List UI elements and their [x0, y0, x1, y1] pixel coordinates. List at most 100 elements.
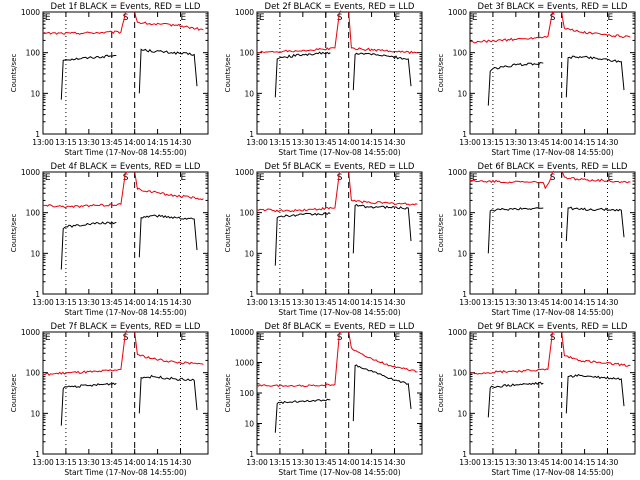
panel-det-1: Det 1f BLACK = Events, RED = LLD 1 10 100 10…	[10, 2, 209, 157]
y-tick-label: 1000	[448, 8, 467, 17]
y-tick-label: 100	[453, 49, 468, 58]
x-tick-label: 14:00	[338, 458, 360, 467]
x-tick-label: 14:00	[124, 298, 146, 307]
x-tick-label: 13:15	[482, 458, 504, 467]
x-tick-label: 14:30	[170, 458, 192, 467]
panel-det-2: Det 2f BLACK = Events, RED = LLD 1 10 100 10…	[224, 2, 423, 157]
x-tick-label: 13:00	[246, 138, 268, 147]
x-tick-label: 14:30	[170, 298, 192, 307]
x-tick-label: 13:15	[269, 458, 291, 467]
x-tick-label: 13:30	[505, 138, 527, 147]
events-series	[60, 54, 117, 100]
y-tick-label: 100	[453, 209, 468, 218]
x-tick-label: 14:30	[597, 298, 619, 307]
lld-series	[42, 171, 128, 209]
x-tick-label: 14:30	[384, 138, 406, 147]
y-tick-label: 1	[462, 290, 467, 299]
marker-e: E	[45, 333, 51, 343]
x-tick-label: 13:30	[505, 458, 527, 467]
x-axis-label: Start Time (17-Nov-08 14:55:00)	[64, 308, 186, 317]
y-tick-label: 10	[30, 89, 40, 98]
x-tick-label: 13:45	[528, 458, 550, 467]
x-tick-label: 14:00	[551, 138, 573, 147]
marker-s: S	[337, 333, 343, 343]
y-axis-label: Counts/sec	[10, 214, 18, 253]
x-tick-label: 14:15	[574, 138, 596, 147]
x-tick-label: 13:30	[292, 298, 314, 307]
y-tick-label: 10	[457, 89, 467, 98]
lld-series	[42, 11, 128, 35]
x-tick-label: 14:00	[124, 138, 146, 147]
x-tick-label: 13:00	[32, 298, 54, 307]
panel-title: Det 9f BLACK = Events, RED = LLD	[478, 322, 628, 332]
lld-series	[134, 171, 204, 201]
marker-e: E	[608, 173, 614, 183]
events-series	[352, 364, 412, 422]
y-tick-label: 100	[453, 369, 468, 378]
x-axis-label: Start Time (17-Nov-08 14:55:00)	[278, 148, 400, 157]
events-series	[274, 51, 331, 98]
marker-s: S	[550, 173, 556, 183]
y-tick-label: 1	[249, 450, 254, 459]
marker-s: S	[337, 173, 343, 183]
y-axis-label: Counts/sec	[437, 54, 445, 93]
x-tick-label: 13:45	[528, 138, 550, 147]
x-tick-label: 14:00	[124, 458, 146, 467]
x-tick-label: 14:15	[361, 138, 383, 147]
x-tick-label: 13:15	[269, 298, 291, 307]
lld-series	[256, 10, 342, 54]
marker-s: S	[123, 333, 129, 343]
events-series	[274, 398, 331, 433]
y-tick-label: 100	[240, 389, 255, 398]
y-tick-label: 1000	[235, 359, 254, 368]
lld-series	[469, 170, 555, 190]
events-series	[60, 382, 117, 426]
y-tick-label: 10	[244, 89, 254, 98]
plot-frame	[42, 171, 209, 295]
panel-det-6: Det 6f BLACK = Events, RED = LLD 1 10 100 10…	[437, 162, 636, 317]
marker-e: E	[608, 333, 614, 343]
y-tick-label: 1	[35, 290, 40, 299]
x-tick-label: 13:45	[528, 298, 550, 307]
plot-frame	[256, 331, 423, 455]
lld-series	[348, 11, 418, 55]
marker-e: E	[608, 13, 614, 23]
x-tick-label: 13:00	[246, 458, 268, 467]
panel-title: Det 4f BLACK = Events, RED = LLD	[51, 162, 201, 172]
y-tick-label: 100	[26, 369, 41, 378]
y-tick-label: 10	[457, 409, 467, 418]
marker-e: E	[259, 333, 265, 343]
marker-e: E	[395, 333, 401, 343]
x-tick-label: 13:30	[78, 138, 100, 147]
x-tick-label: 14:00	[551, 458, 573, 467]
marker-e: E	[395, 13, 401, 23]
x-tick-label: 13:45	[315, 458, 337, 467]
y-tick-label: 1000	[448, 168, 467, 177]
y-tick-label: 1	[35, 450, 40, 459]
y-tick-label: 1000	[235, 168, 254, 177]
plot-frame	[469, 171, 636, 295]
x-tick-label: 13:00	[459, 298, 481, 307]
panel-title: Det 5f BLACK = Events, RED = LLD	[265, 162, 415, 172]
events-series	[487, 381, 544, 418]
lld-series	[561, 331, 631, 367]
panel-det-7: Det 7f BLACK = Events, RED = LLD 1 10 100 10…	[10, 322, 209, 477]
x-tick-label: 14:15	[147, 138, 169, 147]
events-series	[352, 52, 412, 91]
y-axis-label: Counts/sec	[224, 374, 232, 413]
lld-series	[469, 331, 555, 375]
lld-series	[348, 171, 418, 206]
y-axis-label: Counts/sec	[10, 54, 18, 93]
y-tick-label: 1	[462, 130, 467, 139]
plot-frame	[469, 11, 636, 135]
x-tick-label: 14:15	[574, 298, 596, 307]
lld-series	[256, 331, 342, 388]
x-tick-label: 13:00	[32, 458, 54, 467]
x-tick-label: 14:15	[574, 458, 596, 467]
y-axis-label: Counts/sec	[224, 54, 232, 93]
panel-det-5: Det 5f BLACK = Events, RED = LLD 1 10 100 10…	[224, 162, 423, 317]
x-tick-label: 14:00	[338, 298, 360, 307]
y-tick-label: 1	[249, 290, 254, 299]
marker-s: S	[337, 13, 343, 23]
plot-frame	[42, 11, 209, 135]
